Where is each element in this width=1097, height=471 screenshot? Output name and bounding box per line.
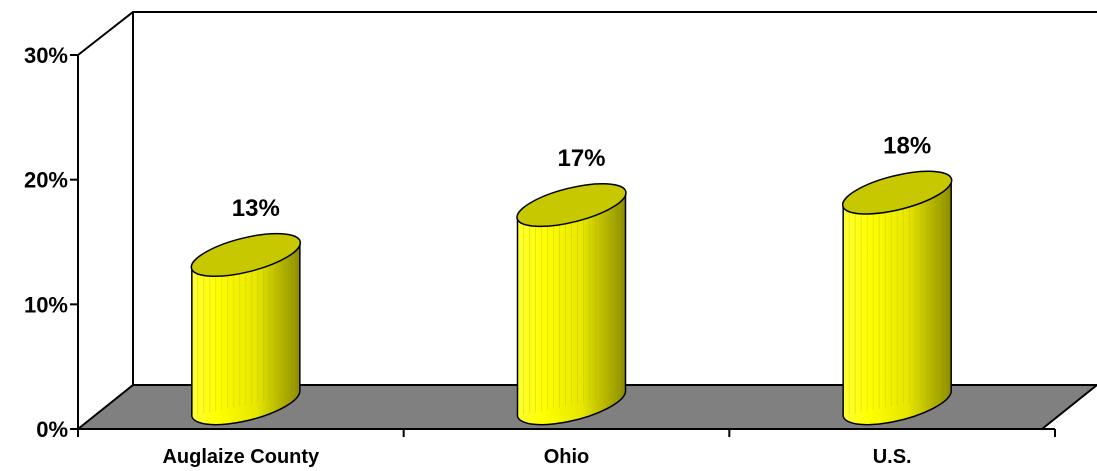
category-labels: Auglaize County Ohio U.S. <box>162 446 911 468</box>
y-tick-label: 0% <box>36 417 68 442</box>
data-labels: 13% 17% 18% <box>232 133 931 222</box>
y-ticks: 0% 10% 20% 30% <box>24 43 78 442</box>
category-label: U.S. <box>873 446 912 468</box>
data-label: 17% <box>557 145 605 172</box>
y-tick-label: 30% <box>24 43 68 68</box>
x-ticks <box>77 429 1056 437</box>
bar-top <box>516 182 627 228</box>
data-label: 18% <box>883 133 931 160</box>
bar <box>516 182 627 426</box>
bars <box>190 170 953 426</box>
bar <box>190 232 302 426</box>
category-label: Ohio <box>544 446 590 468</box>
y-tick-label: 20% <box>24 168 68 193</box>
y-tick-label: 10% <box>24 292 68 317</box>
bar <box>841 170 953 426</box>
data-label: 13% <box>232 195 280 222</box>
back-wall <box>77 11 1097 56</box>
bar-top <box>841 170 953 215</box>
category-label: Auglaize County <box>162 446 320 468</box>
bar-top <box>190 232 302 278</box>
